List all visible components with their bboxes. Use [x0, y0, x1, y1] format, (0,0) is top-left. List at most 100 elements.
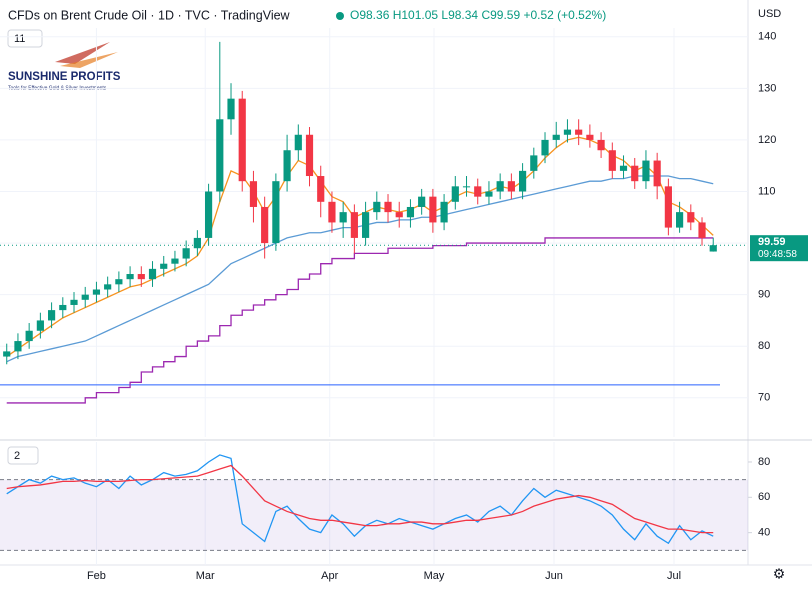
candle-body: [462, 186, 471, 188]
candle-body: [47, 310, 56, 321]
x-tick-label: Apr: [321, 570, 338, 582]
series-line: [6, 136, 714, 358]
candle-body: [238, 98, 246, 182]
x-tick-label: Feb: [87, 570, 106, 582]
candle-body: [227, 98, 235, 120]
y-tick-label: 130: [758, 82, 776, 94]
y-tick-label: 70: [758, 392, 770, 404]
y-tick-label: 140: [758, 31, 776, 43]
candle-body: [563, 129, 572, 135]
ohlc-text: O98.36 H101.05 L98.34 C99.59 +0.52 (+0.5…: [350, 8, 606, 22]
candle-body: [14, 341, 22, 352]
candle-body: [440, 201, 448, 223]
y-tick-label: 80: [758, 456, 770, 468]
series-line: [6, 175, 714, 363]
x-tick-label: Jun: [545, 570, 563, 582]
settings-icon[interactable]: ⚙: [773, 566, 786, 582]
candle-body: [698, 222, 706, 238]
candle-body: [608, 150, 616, 171]
candle-body: [36, 320, 44, 331]
candle-body: [81, 294, 89, 300]
candle-body: [373, 201, 381, 213]
candle-body: [317, 176, 325, 202]
rsi-band: [0, 479, 748, 551]
series-line: [6, 464, 714, 534]
y-tick-label: 60: [758, 491, 770, 503]
candle-body: [429, 196, 437, 223]
candle-body: [204, 191, 213, 238]
candle-body: [664, 186, 672, 228]
currency: USD: [758, 8, 781, 20]
candle-body: [575, 129, 583, 135]
candle-body: [530, 155, 538, 171]
candle-body: [474, 186, 482, 197]
candle-body: [70, 299, 78, 305]
candle-body: [507, 181, 515, 192]
candle-body: [216, 119, 224, 192]
candle-body: [687, 212, 695, 223]
candle-body: [709, 245, 717, 252]
candle-body: [261, 206, 269, 244]
candle-body: [350, 212, 358, 238]
candle-body: [160, 263, 168, 269]
candle-body: [485, 191, 493, 197]
symbol-title: CFDs on Brent Crude Oil · 1D · TVC · Tra…: [8, 8, 291, 22]
candle-body: [395, 212, 403, 218]
series-line: [6, 454, 714, 545]
rsi-toggle[interactable]: [7, 446, 39, 465]
candle-body: [552, 134, 560, 140]
candle-body: [631, 165, 639, 182]
candle-body: [597, 139, 605, 151]
candle-body: [406, 206, 415, 218]
candle-body: [294, 134, 302, 151]
candle-body: [3, 351, 11, 357]
last-price-label: 99.59: [758, 236, 786, 248]
candle-body: [418, 196, 426, 207]
indicator-count[interactable]: 11: [14, 33, 25, 45]
y-tick-label: 90: [758, 289, 770, 301]
candle-body: [653, 160, 661, 187]
logo-name: SUNSHINE PROFITS: [8, 71, 121, 83]
y-tick-label: 40: [758, 527, 770, 539]
candle-body: [25, 330, 33, 342]
candle-body: [171, 258, 179, 264]
candle-body: [272, 181, 280, 244]
candle-body: [283, 150, 291, 182]
x-tick-label: May: [424, 570, 445, 582]
candle-body: [451, 186, 459, 202]
candle-body: [249, 181, 258, 207]
candle-body: [115, 279, 123, 285]
candle-body: [519, 170, 527, 192]
last-price-tag: [750, 235, 808, 262]
series-line: [6, 237, 714, 404]
candle-body: [182, 248, 190, 259]
status-dot: [336, 12, 344, 20]
y-tick-label: 110: [758, 185, 776, 197]
candle-body: [126, 274, 134, 280]
candle-body: [328, 201, 336, 223]
y-tick-label: 80: [758, 340, 770, 352]
candle-body: [676, 212, 684, 228]
candle-body: [305, 134, 314, 177]
countdown: 09:48:58: [758, 249, 797, 260]
candle-body: [496, 181, 504, 192]
candle-body: [193, 237, 201, 249]
candle-body: [541, 139, 549, 156]
indicator-toggle[interactable]: [7, 29, 43, 48]
candle-body: [148, 268, 157, 280]
candle-body: [104, 284, 112, 290]
y-tick-label: 120: [758, 134, 776, 146]
candle-body: [59, 304, 67, 311]
candle-body: [137, 274, 145, 280]
x-tick-label: Mar: [196, 570, 215, 582]
x-tick-label: Jul: [667, 570, 681, 582]
candle-body: [384, 201, 392, 213]
candle-body: [339, 212, 347, 223]
candle-body: [362, 212, 370, 238]
rsi-indicator-count[interactable]: 2: [14, 450, 20, 462]
logo-mark: [60, 52, 118, 68]
candle-body: [642, 160, 650, 182]
candle-body: [586, 134, 594, 140]
candle-body: [619, 165, 628, 171]
